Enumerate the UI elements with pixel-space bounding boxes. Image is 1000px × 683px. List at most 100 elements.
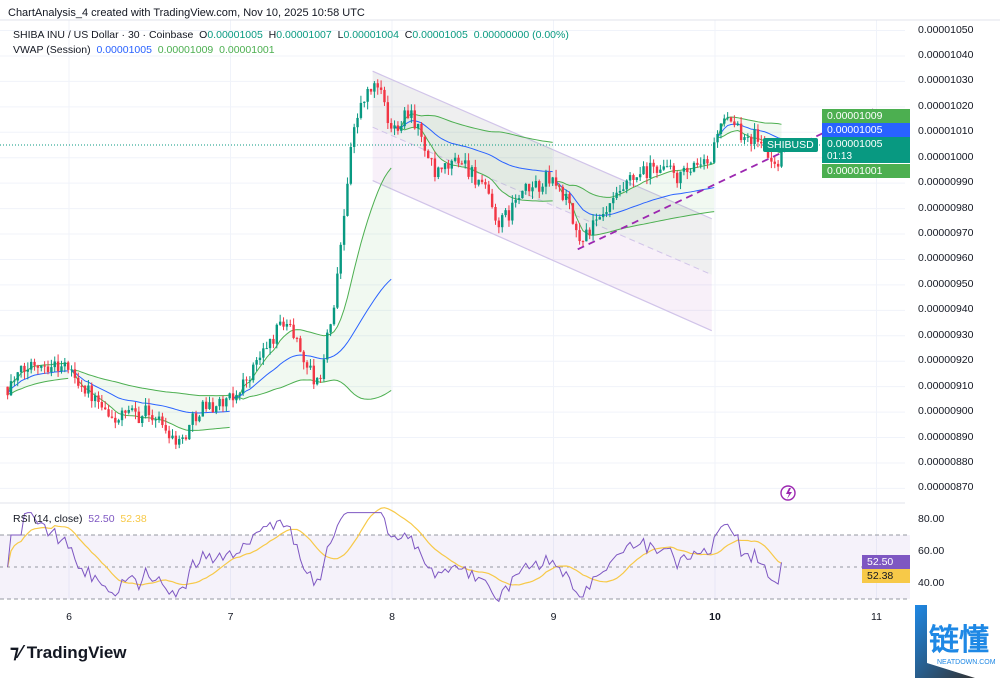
vwap-label[interactable]: VWAP (Session) <box>13 44 91 56</box>
candle-body <box>531 187 534 192</box>
candle-body <box>114 417 117 423</box>
candle-body <box>514 199 517 203</box>
vwap-band-fill <box>71 370 230 431</box>
rsi-value-tag: 52.50 <box>862 555 910 569</box>
vwap-band-fill <box>556 163 715 236</box>
candle-body <box>558 185 561 187</box>
time-axis-label: 6 <box>66 611 72 623</box>
candle-body <box>40 365 43 368</box>
candle-body <box>723 118 726 124</box>
candle-body <box>400 126 403 131</box>
vwap-band-fill <box>717 116 782 154</box>
channel-lower-line <box>372 180 713 332</box>
candle-body <box>675 172 679 184</box>
candle-body <box>329 324 332 333</box>
candle-body <box>729 117 733 122</box>
candle-body <box>457 157 460 164</box>
chart-header-title: ChartAnalysis_4 created with TradingView… <box>8 7 365 19</box>
symbol-name[interactable]: SHIBA INU / US Dollar · 30 · Coinbase <box>13 29 194 41</box>
candle-body <box>245 379 248 381</box>
close-label: C <box>404 29 413 41</box>
price-axis-label: 0.00000910 <box>918 379 974 392</box>
low-value: 0.00001004 <box>343 29 399 41</box>
candle-body <box>477 179 480 185</box>
candle-body <box>282 321 285 327</box>
vwap-band-fill <box>233 167 392 400</box>
candle-body <box>692 162 696 172</box>
rsi-legend: RSI (14, close) 52.50 52.38 <box>13 513 147 525</box>
candle-body <box>104 407 107 410</box>
tradingview-logo[interactable]: ⁊⁄ TradingView <box>10 642 127 662</box>
candle-body <box>645 166 649 179</box>
vwap-legend: VWAP (Session) 0.00001005 0.00001009 0.0… <box>13 44 275 56</box>
candle-body <box>50 367 53 372</box>
candle-body <box>63 362 67 367</box>
candle-body <box>756 129 760 142</box>
price-axis-label: 0.00001050 <box>918 23 974 36</box>
candle-body <box>406 110 410 118</box>
candle-body <box>141 416 144 423</box>
candle-body <box>622 189 625 191</box>
candle-body <box>403 110 406 127</box>
time-axis-label: 11 <box>871 611 882 623</box>
candle-body <box>248 380 252 382</box>
candle-body <box>393 125 396 129</box>
candle-body <box>632 175 635 180</box>
candle-body <box>225 398 228 407</box>
candle-body <box>460 163 464 165</box>
candle-body <box>359 102 363 118</box>
candle-body <box>215 406 218 413</box>
candle-body <box>743 137 746 141</box>
candle-body <box>70 369 73 371</box>
candle-body <box>356 117 359 128</box>
price-axis-label: 0.00001020 <box>918 99 974 112</box>
candle-body <box>447 163 450 169</box>
candle-body <box>178 438 181 445</box>
candle-body <box>262 348 265 358</box>
candle-body <box>474 167 477 185</box>
candle-body <box>423 136 427 151</box>
candle-body <box>235 394 238 401</box>
vwap-lower-value: 0.00001001 <box>219 44 275 56</box>
vwap-upper-band <box>717 116 782 138</box>
candle-body <box>494 207 497 221</box>
candle-body <box>147 405 151 416</box>
candle-body <box>773 161 776 164</box>
candle-body <box>309 365 312 368</box>
candle-body <box>60 366 63 372</box>
candle-body <box>568 193 571 204</box>
candle-body <box>127 409 130 413</box>
rsi-axis-60: 60.00 <box>918 545 945 557</box>
candle-body <box>322 359 326 379</box>
candle-body <box>278 321 282 325</box>
candle-body <box>554 177 558 186</box>
candle-body <box>349 146 353 184</box>
candle-body <box>655 166 659 173</box>
candle-body <box>90 385 93 402</box>
candle-body <box>352 127 356 147</box>
candle-body <box>437 167 440 178</box>
candle-body <box>29 361 33 370</box>
time-axis-label: 8 <box>389 611 395 623</box>
candle-body <box>699 164 702 166</box>
candle-body <box>739 123 743 141</box>
rsi-ma-tag: 52.38 <box>862 569 910 583</box>
candle-body <box>571 203 575 224</box>
watermark-text: 链懂 <box>929 624 989 657</box>
price-axis-label: 0.00000990 <box>918 176 974 189</box>
candle-body <box>228 393 231 399</box>
candle-body <box>26 369 30 372</box>
candle-body <box>208 402 211 409</box>
rsi-label[interactable]: RSI (14, close) <box>13 513 83 525</box>
candle-body <box>638 174 642 178</box>
candle-body <box>598 217 601 220</box>
candle-body <box>134 408 137 412</box>
candle-body <box>625 180 628 190</box>
candle-body <box>43 365 46 367</box>
vwap-tag: 0.00001005 <box>822 123 910 137</box>
candle-body <box>23 365 26 372</box>
symbol-tag: SHIBUSD <box>763 138 818 152</box>
price-axis-label: 0.00001000 <box>918 150 974 163</box>
candle-body <box>157 416 161 420</box>
